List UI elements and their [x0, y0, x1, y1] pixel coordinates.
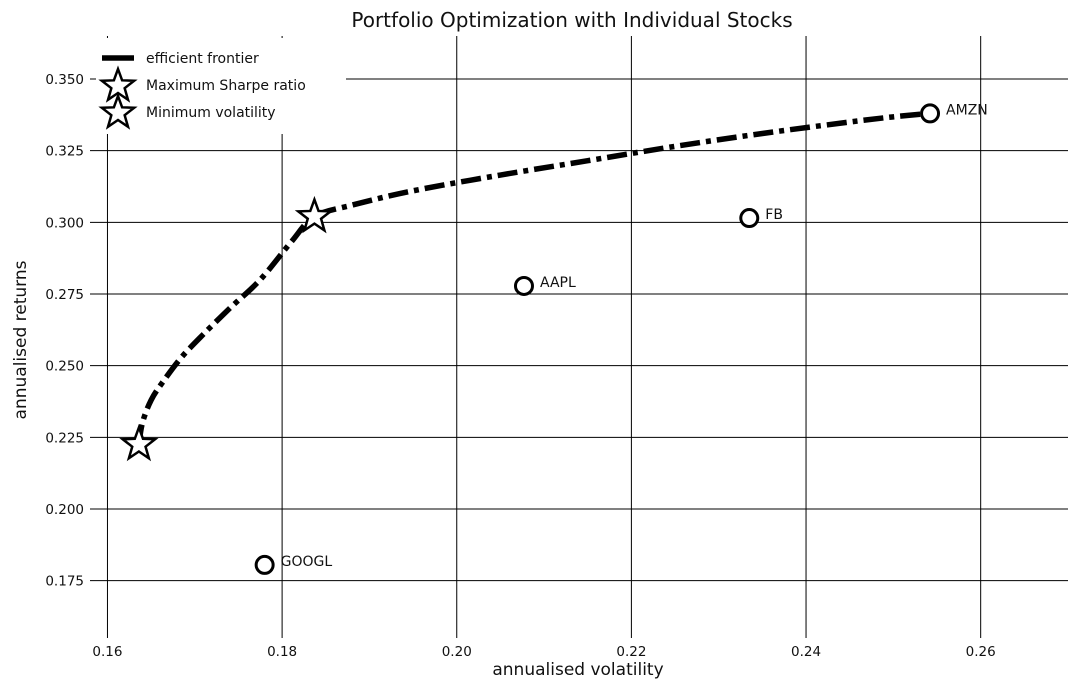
y-tick-label: 0.300	[45, 215, 84, 231]
stock-label-aapl: AAPL	[540, 275, 576, 291]
x-tick-label: 0.24	[791, 644, 821, 660]
legend: efficient frontier Maximum Sharpe ratio Mi…	[96, 38, 346, 134]
stock-point-aapl	[513, 275, 534, 296]
chart-title: Portfolio Optimization with Individual S…	[351, 8, 792, 32]
efficient-frontier-line	[136, 110, 931, 445]
y-axis-label: annualised returns	[11, 260, 31, 419]
stock-label-fb: FB	[765, 207, 783, 223]
x-tick-label: 0.18	[267, 644, 297, 660]
min-volatility-star	[119, 423, 159, 462]
x-tick-label: 0.22	[616, 644, 646, 660]
legend-entry: Maximum Sharpe ratio	[146, 78, 306, 94]
max-sharpe-star	[294, 195, 335, 234]
x-tick-label: 0.26	[966, 644, 996, 660]
stock-point-fb	[739, 208, 760, 229]
legend-star-marker	[98, 92, 138, 130]
x-tick-label: 0.20	[442, 644, 472, 660]
stock-points: AMZN FB AAPL GOOGL	[254, 102, 988, 575]
stock-point-googl	[254, 554, 275, 575]
legend-background	[96, 38, 346, 134]
stock-label-amzn: AMZN	[946, 102, 988, 118]
optimal-portfolio-markers	[119, 195, 335, 462]
y-tick-label: 0.325	[45, 144, 84, 160]
grid	[90, 36, 1068, 638]
legend-entry: efficient frontier	[146, 51, 259, 67]
y-tick-label: 0.250	[45, 359, 84, 375]
stock-label-googl: GOOGL	[281, 554, 333, 570]
legend-entry: Minimum volatility	[146, 105, 276, 121]
y-tick-label: 0.175	[45, 574, 84, 590]
y-tick-label: 0.200	[45, 502, 84, 518]
stock-point-amzn	[920, 103, 941, 124]
y-tick-label: 0.350	[45, 72, 84, 88]
y-tick-label: 0.225	[45, 430, 84, 446]
tick-labels: 0.16 0.18 0.20 0.22 0.24 0.26 0.175 0.200 0.225 0…	[45, 72, 995, 660]
x-tick-label: 0.16	[92, 644, 122, 660]
x-axis-label: annualised volatility	[492, 660, 663, 680]
y-tick-label: 0.275	[45, 287, 84, 303]
